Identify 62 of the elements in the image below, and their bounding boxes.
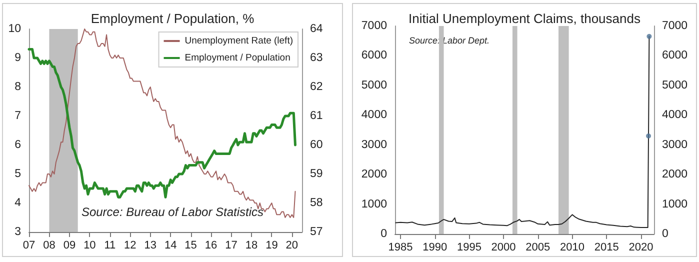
y-tick-label: 6000 xyxy=(361,50,387,62)
y2-tick-label: 3000 xyxy=(662,138,688,151)
y-tick-label: 10 xyxy=(8,23,21,35)
y-tick-label: 7 xyxy=(14,110,21,122)
annotation: Source: Labor Dept. xyxy=(409,36,490,46)
y2-tick-label: 59 xyxy=(310,168,323,180)
y2-tick-label: 57 xyxy=(310,226,323,238)
y2-tick-label: 58 xyxy=(310,197,323,209)
y-tick-label: 2000 xyxy=(361,168,387,181)
x-tick-label: 16 xyxy=(204,240,218,252)
x-tick-label: 09 xyxy=(63,240,76,252)
x-tick-label: 2020 xyxy=(628,242,654,254)
x-tick-label: 12 xyxy=(124,240,136,252)
x-tick-label: 19 xyxy=(266,240,278,252)
y-tick-label: 1000 xyxy=(361,198,387,210)
y-tick-label: 5000 xyxy=(361,79,387,92)
y-tick-label: 7000 xyxy=(361,20,387,32)
y2-tick-label: 63 xyxy=(310,52,323,64)
y-tick-label: 4000 xyxy=(361,109,387,122)
y2-tick-label: 4000 xyxy=(662,109,688,122)
x-tick-label: 10 xyxy=(84,240,96,252)
x-tick-label: 14 xyxy=(164,240,177,252)
chart-title: Initial Unemployment Claims, thousands xyxy=(408,11,641,26)
y2-tick-label: 5000 xyxy=(662,79,688,92)
x-tick-label: 2010 xyxy=(560,242,584,254)
x-tick-label: 20 xyxy=(286,240,298,252)
y-tick-label: 8 xyxy=(14,81,21,93)
y-tick-label: 5 xyxy=(14,168,21,180)
y-tick-label: 6 xyxy=(14,139,21,151)
x-tick-label: 07 xyxy=(22,240,36,252)
x-tick-label: 08 xyxy=(43,240,56,252)
y2-tick-label: 64 xyxy=(310,23,324,35)
y-tick-label: 4 xyxy=(14,197,22,209)
x-tick-label: 18 xyxy=(245,240,258,252)
y2-tick-label: 60 xyxy=(310,139,323,151)
chart-title: Employment / Population, % xyxy=(90,11,255,26)
y-tick-label: 3 xyxy=(14,226,21,238)
y-tick-label: 9 xyxy=(14,52,21,64)
legend-label: Employment / Population xyxy=(184,52,290,64)
y-tick-label: 3000 xyxy=(361,138,387,151)
y2-tick-label: 62 xyxy=(310,81,323,93)
y2-tick-label: 7000 xyxy=(662,20,688,32)
y2-tick-label: 0 xyxy=(662,228,668,240)
y2-tick-label: 61 xyxy=(310,110,323,122)
x-tick-label: 2015 xyxy=(594,242,619,254)
annotation: Source: Bureau of Labor Statistics xyxy=(81,205,264,219)
x-tick-label: 15 xyxy=(184,240,197,252)
y2-tick-label: 6000 xyxy=(662,50,688,62)
x-tick-label: 1990 xyxy=(422,242,448,254)
x-tick-label: 13 xyxy=(144,240,157,252)
y2-tick-label: 2000 xyxy=(662,168,688,181)
line-series xyxy=(28,28,296,218)
x-tick-label: 17 xyxy=(225,240,238,252)
y-tick-label: 0 xyxy=(380,228,387,240)
legend-label: Unemployment Rate (left) xyxy=(184,36,293,46)
x-tick-label: 2005 xyxy=(526,242,550,254)
x-tick-label: 1995 xyxy=(456,242,482,254)
x-tick-label: 2000 xyxy=(491,242,516,254)
line-series xyxy=(28,48,296,198)
x-tick-label: 1985 xyxy=(388,242,413,254)
x-tick-label: 11 xyxy=(104,240,116,252)
y2-tick-label: 1000 xyxy=(662,198,688,210)
